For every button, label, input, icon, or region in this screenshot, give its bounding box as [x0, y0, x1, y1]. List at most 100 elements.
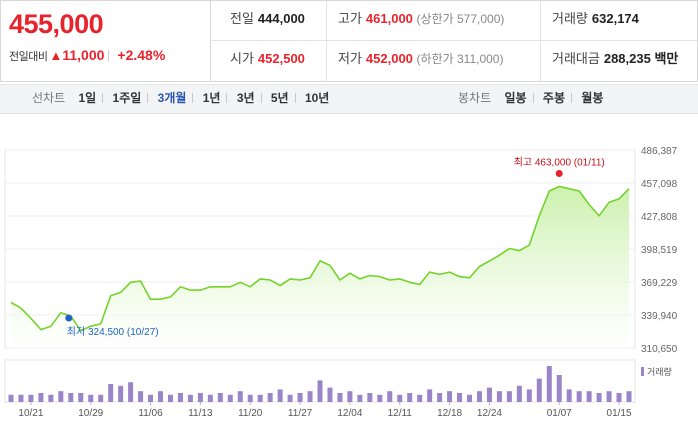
chart-toolbar: 선차트 1일 1주일 3개월 1년 3년 5년 10년 봉차트 일봉 주봉 월봉	[0, 84, 698, 114]
volume-bar	[327, 387, 333, 402]
volume-bar	[496, 391, 502, 402]
stat-grid: 전일 444,000 고가 461,000 (상한가 577,000) 거래량 632…	[212, 1, 698, 81]
divider	[532, 93, 534, 103]
stat-row: 전일 444,000 고가 461,000 (상한가 577,000) 거래량 632…	[212, 1, 698, 41]
up-arrow-icon: ▲	[49, 48, 63, 63]
x-tick-label: 11/06	[138, 408, 163, 419]
volume-bar	[148, 394, 154, 402]
volume-bar	[427, 389, 433, 402]
x-tick-label: 01/07	[547, 408, 572, 419]
x-tick-label: 11/13	[188, 408, 213, 419]
volume-value: 632,174	[591, 11, 639, 26]
volume-bar	[367, 393, 373, 402]
amount-stat: 거래대금 288,235 백만	[540, 41, 678, 80]
volume-bar	[377, 394, 383, 402]
divider	[571, 93, 572, 103]
current-price: 455,000	[9, 9, 104, 39]
volume-bar	[526, 389, 532, 402]
volume-bar	[177, 393, 183, 402]
x-tick-label: 12/04	[337, 408, 362, 419]
volume-bar	[506, 391, 512, 402]
volume-bar	[606, 391, 612, 402]
volume-bar	[118, 385, 124, 402]
volume-bar	[207, 394, 213, 402]
volume-bar	[417, 394, 423, 402]
low-marker-label: 최저 324,500 (10/27)	[67, 326, 159, 338]
volume-bar	[387, 391, 393, 402]
volume-bar	[347, 391, 353, 402]
volume-bar	[138, 391, 144, 402]
volume-bar	[337, 393, 343, 402]
volume-bar	[158, 391, 164, 402]
price-box: 455,000 전일대비 ▲11,000 +2.48%	[1, 1, 211, 81]
volume-bar	[447, 391, 453, 402]
period-3y[interactable]: 3년	[236, 91, 255, 105]
change-percent: +2.48%	[117, 47, 166, 63]
lower-limit: (하한가 311,000)	[416, 52, 504, 66]
low-value: 452,000	[365, 51, 413, 66]
volume-bar	[457, 393, 463, 402]
divider	[260, 93, 262, 103]
high-label: 고가	[338, 11, 362, 26]
candle-daily[interactable]: 일봉	[504, 91, 527, 105]
volume-bar	[536, 378, 542, 402]
open-label: 시가	[230, 51, 254, 66]
high-marker-label: 최고 463,000 (01/11)	[514, 156, 605, 168]
volume-label: 거래량	[552, 11, 588, 26]
amount-value: 288,235	[603, 51, 651, 66]
volume-bar	[108, 384, 114, 402]
price-line	[10, 185, 630, 332]
volume-bar	[197, 393, 203, 402]
volume-bar	[48, 394, 54, 402]
x-tick-label: 12/11	[388, 408, 413, 419]
volume-bar	[616, 393, 622, 402]
period-3m[interactable]: 3개월	[157, 91, 187, 105]
price-chart[interactable]: 486,387 457,098 427,808 398,519 369,229 339,9…	[0, 140, 698, 432]
x-tick-label: 10/29	[78, 408, 103, 419]
x-tick-label: 01/15	[607, 408, 632, 419]
volume-bar	[626, 391, 632, 402]
x-tick-label: 10/21	[18, 408, 43, 419]
volume-bar	[277, 389, 283, 402]
period-5y[interactable]: 5년	[270, 91, 289, 105]
volume-bar	[317, 380, 323, 402]
volume-bar	[187, 394, 193, 402]
volume-stat: 거래량 632,174	[540, 1, 639, 40]
volume-bar	[586, 391, 592, 402]
upper-limit: (상한가 577,000)	[416, 12, 505, 26]
low-marker	[65, 314, 73, 322]
high-marker	[555, 169, 563, 177]
volume-bar	[397, 394, 403, 402]
volume-legend-swatch	[641, 367, 644, 376]
period-1w[interactable]: 1주일	[112, 91, 142, 105]
volume-bar	[287, 394, 293, 402]
volume-bar	[18, 394, 24, 402]
price-area	[11, 186, 629, 348]
volume-bar	[576, 391, 582, 402]
volume-bar	[58, 391, 64, 402]
low-stat: 저가 452,000 (하한가 311,000)	[326, 41, 503, 80]
y-tick-label: 398,519	[641, 245, 678, 256]
candle-chart-label[interactable]: 봉차트	[458, 91, 492, 105]
stat-row: 시가 452,500 저가 452,000 (하한가 311,000) 거래대금 28…	[212, 41, 698, 81]
volume-bar	[88, 394, 94, 402]
candle-monthly[interactable]: 월봉	[581, 91, 604, 105]
prev-close-label: 전일	[230, 11, 254, 26]
divider	[226, 93, 228, 103]
y-tick-label: 369,229	[641, 278, 678, 289]
change-amount: 11,000	[62, 47, 105, 63]
period-10y[interactable]: 10년	[304, 91, 330, 105]
volume-bar	[546, 366, 552, 402]
period-1y[interactable]: 1년	[202, 91, 221, 105]
volume-bar	[596, 393, 602, 402]
volume-bar	[467, 394, 473, 402]
candle-weekly[interactable]: 주봉	[542, 91, 565, 105]
x-tick-label: 12/24	[477, 408, 502, 419]
divider	[102, 93, 104, 103]
candle-chart-periods: 봉차트 일봉 주봉 월봉	[458, 85, 603, 113]
period-1d[interactable]: 1일	[78, 91, 97, 105]
high-stat: 고가 461,000 (상한가 577,000)	[326, 1, 504, 40]
line-chart-label[interactable]: 선차트	[32, 91, 66, 105]
volume-bar	[407, 393, 413, 402]
y-tick-label: 310,650	[641, 344, 678, 355]
